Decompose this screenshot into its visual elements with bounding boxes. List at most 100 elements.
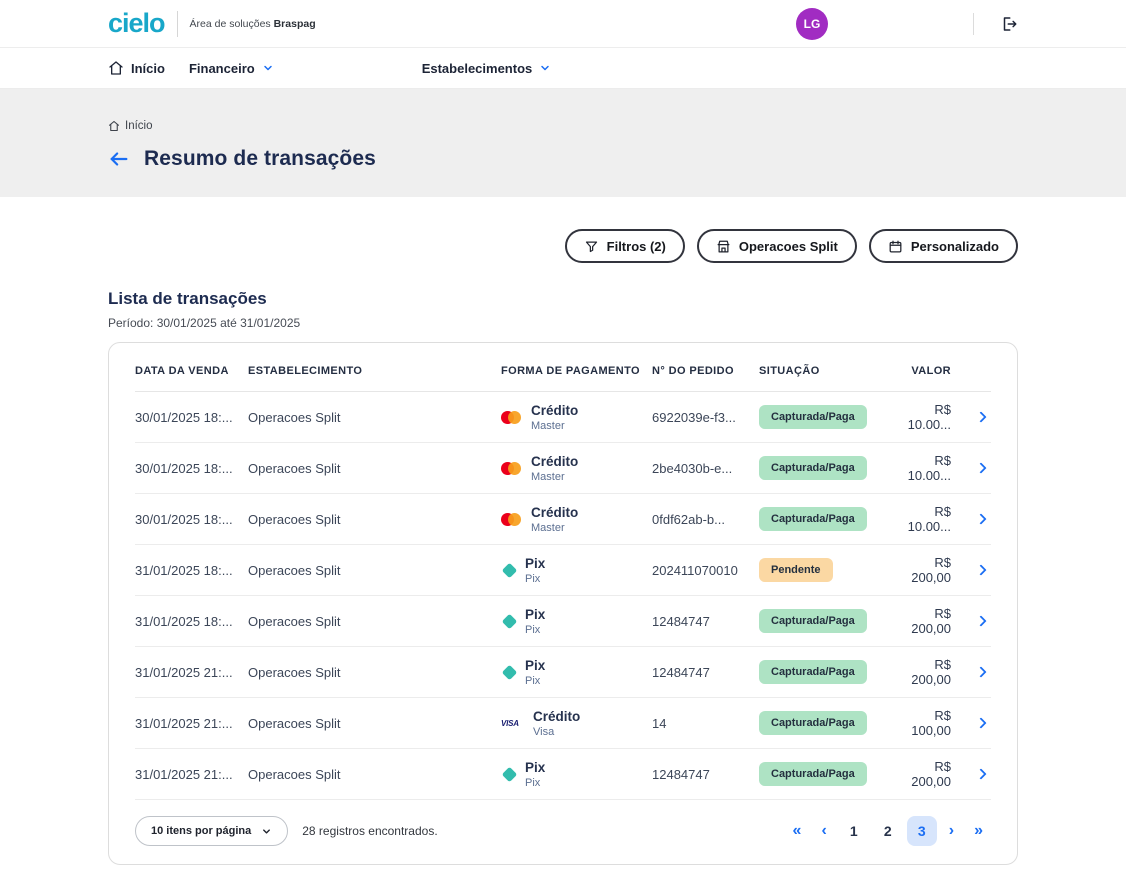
sale-date: 30/01/2025 18:... bbox=[135, 409, 233, 425]
table-header: DATA DA VENDA ESTABELECIMENTO FORMA DE P… bbox=[135, 343, 991, 392]
solutions-prefix: Área de soluções bbox=[189, 17, 271, 30]
table-row[interactable]: 31/01/2025 21:... Operacoes Split Crédit… bbox=[135, 698, 991, 749]
store-icon bbox=[716, 239, 731, 254]
payment-brand-label: Pix bbox=[525, 623, 541, 636]
order-number: 12484747 bbox=[652, 664, 710, 680]
order-number: 12484747 bbox=[652, 613, 710, 629]
chevron-down-icon bbox=[261, 826, 272, 837]
payment-brand-label: Master bbox=[531, 419, 565, 432]
row-detail-button[interactable] bbox=[951, 462, 991, 474]
payment-brand-label: Master bbox=[531, 521, 565, 534]
page-size-select[interactable]: 10 itens por página bbox=[135, 816, 289, 846]
payment-type: Pix bbox=[525, 759, 546, 775]
nav-financeiro[interactable]: Financeiro bbox=[189, 61, 274, 76]
chevron-right-icon bbox=[975, 768, 987, 780]
cielo-logo[interactable]: cielo bbox=[108, 8, 166, 38]
merchant-name: Operacoes Split bbox=[248, 613, 341, 629]
status-cell: Capturada/Paga bbox=[759, 660, 899, 684]
status-badge: Capturada/Paga bbox=[759, 507, 867, 531]
row-detail-button[interactable] bbox=[951, 411, 991, 423]
page-hero: Início Resumo de transações bbox=[0, 89, 1126, 197]
page-size-label: 10 itens por página bbox=[151, 825, 252, 837]
first-page-button[interactable]: « bbox=[785, 819, 810, 843]
nav-financeiro-label: Financeiro bbox=[188, 60, 255, 76]
status-badge: Capturada/Paga bbox=[759, 609, 867, 633]
row-detail-button[interactable] bbox=[951, 513, 991, 525]
status-badge: Capturada/Paga bbox=[759, 762, 867, 786]
nav-estabelecimentos[interactable]: Estabelecimentos bbox=[422, 61, 552, 76]
table-footer: 10 itens por página 28 registros encontr… bbox=[135, 800, 991, 864]
solutions-label: Área de soluções Braspag bbox=[190, 18, 316, 30]
chevron-down-icon bbox=[262, 62, 274, 74]
col-order: N° DO PEDIDO bbox=[652, 365, 734, 377]
records-count: 28 registros encontrados. bbox=[302, 824, 438, 838]
row-detail-button[interactable] bbox=[951, 768, 991, 780]
chevron-down-icon bbox=[539, 62, 551, 74]
sale-date: 30/01/2025 18:... bbox=[135, 511, 233, 527]
filters-button[interactable]: Filtros (2) bbox=[564, 229, 685, 263]
solutions-brand: Braspag bbox=[273, 17, 316, 30]
back-button[interactable] bbox=[108, 148, 130, 170]
payment-method-cell: Pix Pix bbox=[501, 760, 652, 789]
table-row[interactable]: 31/01/2025 18:... Operacoes Split Pix Pi… bbox=[135, 545, 991, 596]
nav-inicio-label: Início bbox=[131, 60, 165, 76]
home-icon bbox=[108, 60, 124, 76]
split-operations-button[interactable]: Operacoes Split bbox=[696, 229, 857, 263]
filter-icon bbox=[584, 239, 599, 254]
payment-type: Pix bbox=[525, 657, 546, 673]
avatar[interactable]: LG bbox=[796, 7, 828, 40]
next-page-button[interactable]: › bbox=[941, 819, 962, 843]
nav-inicio[interactable]: Início bbox=[108, 60, 165, 76]
row-detail-button[interactable] bbox=[951, 564, 991, 576]
table-row[interactable]: 30/01/2025 18:... Operacoes Split Crédit… bbox=[135, 494, 991, 545]
status-cell: Pendente bbox=[759, 558, 899, 582]
prev-page-button[interactable]: ‹ bbox=[813, 819, 834, 843]
arrow-left-icon bbox=[108, 148, 130, 170]
table-row[interactable]: 31/01/2025 21:... Operacoes Split Pix Pi… bbox=[135, 647, 991, 698]
list-period: Período: 30/01/2025 até 31/01/2025 bbox=[108, 316, 301, 330]
chevron-right-icon bbox=[975, 615, 987, 627]
page-button-1[interactable]: 1 bbox=[839, 816, 869, 846]
merchant-name: Operacoes Split bbox=[248, 562, 341, 578]
mastercard-icon bbox=[501, 410, 521, 424]
chevron-right-icon bbox=[975, 564, 987, 576]
last-page-button[interactable]: » bbox=[966, 819, 991, 843]
logout-button[interactable] bbox=[1000, 15, 1018, 33]
status-cell: Capturada/Paga bbox=[759, 762, 899, 786]
status-cell: Capturada/Paga bbox=[759, 507, 899, 531]
table-row[interactable]: 31/01/2025 21:... Operacoes Split Pix Pi… bbox=[135, 749, 991, 800]
order-number: 12484747 bbox=[652, 766, 710, 782]
custom-period-button[interactable]: Personalizado bbox=[868, 229, 1018, 263]
row-detail-button[interactable] bbox=[951, 615, 991, 627]
order-number: 202411070010 bbox=[652, 562, 738, 578]
row-detail-button[interactable] bbox=[951, 717, 991, 729]
pix-icon bbox=[501, 766, 518, 782]
table-row[interactable]: 31/01/2025 18:... Operacoes Split Pix Pi… bbox=[135, 596, 991, 647]
split-operations-label: Operacoes Split bbox=[738, 238, 838, 254]
chevron-right-icon bbox=[975, 666, 987, 678]
payment-type: Crédito bbox=[531, 453, 579, 469]
sale-date: 30/01/2025 18:... bbox=[135, 460, 233, 476]
chevron-right-icon bbox=[975, 411, 987, 423]
page-button-2[interactable]: 2 bbox=[873, 816, 903, 846]
divider bbox=[973, 12, 974, 35]
order-number: 2be4030b-e... bbox=[652, 460, 733, 476]
page-button-3[interactable]: 3 bbox=[906, 816, 937, 846]
payment-brand-label: Pix bbox=[525, 674, 541, 687]
pix-icon bbox=[501, 613, 518, 629]
col-status: SITUAÇÃO bbox=[759, 365, 820, 377]
chevron-right-icon bbox=[975, 462, 987, 474]
status-badge: Capturada/Paga bbox=[759, 711, 867, 735]
mastercard-icon bbox=[501, 461, 521, 475]
payment-type: Crédito bbox=[531, 402, 579, 418]
transaction-value: R$ 10.00... bbox=[907, 504, 951, 534]
transaction-value: R$ 100,00 bbox=[911, 708, 951, 738]
table-row[interactable]: 30/01/2025 18:... Operacoes Split Crédit… bbox=[135, 443, 991, 494]
status-badge: Capturada/Paga bbox=[759, 660, 867, 684]
payment-method-cell: Pix Pix bbox=[501, 607, 652, 636]
breadcrumb[interactable]: Início bbox=[108, 120, 153, 132]
sale-date: 31/01/2025 18:... bbox=[135, 562, 233, 578]
row-detail-button[interactable] bbox=[951, 666, 991, 678]
merchant-name: Operacoes Split bbox=[248, 715, 341, 731]
table-row[interactable]: 30/01/2025 18:... Operacoes Split Crédit… bbox=[135, 392, 991, 443]
